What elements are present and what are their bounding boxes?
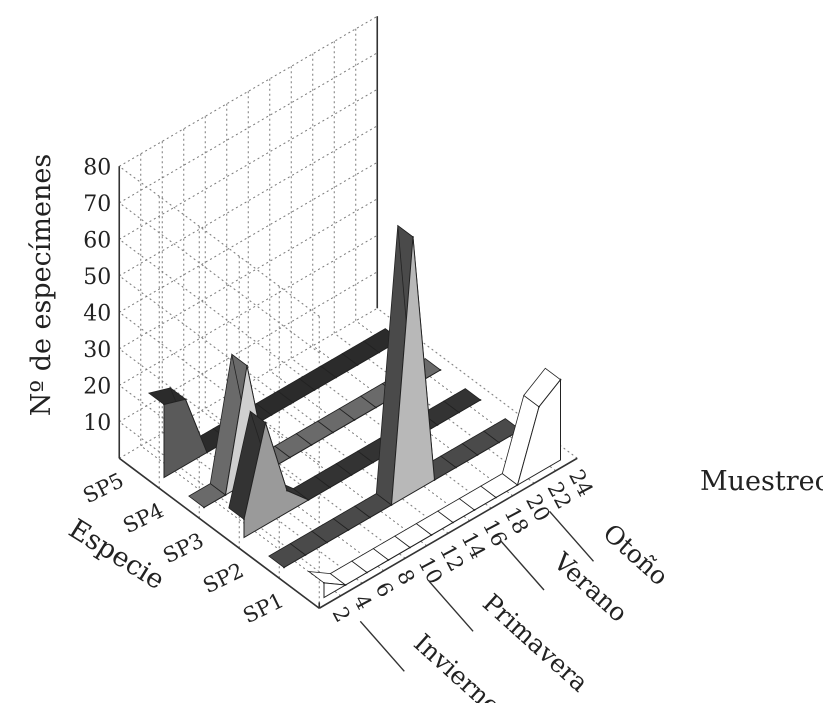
- z-tick-label: 30: [83, 338, 111, 363]
- data-point: [378, 351, 380, 354]
- data-point: [326, 541, 328, 544]
- series-front-face: [243, 399, 481, 539]
- data-point: [433, 479, 436, 481]
- data-point: [243, 518, 245, 521]
- data-point: [353, 419, 356, 421]
- data-point: [366, 571, 368, 574]
- data-point: [335, 376, 337, 379]
- z-tick-label: 60: [83, 228, 111, 253]
- data-point: [163, 403, 165, 406]
- season-divider: [428, 580, 474, 632]
- series-layer: [147, 224, 562, 599]
- species-tick-label: SP3: [159, 528, 207, 568]
- data-point: [206, 451, 208, 454]
- data-point: [323, 582, 325, 584]
- data-point: [369, 516, 371, 519]
- data-point: [350, 474, 353, 476]
- data-point: [310, 444, 313, 446]
- x-axis-title: Muestreo: [700, 466, 823, 497]
- data-point: [473, 509, 476, 511]
- data-point: [538, 405, 540, 408]
- series-front-face: [163, 339, 401, 479]
- data-point: [184, 398, 187, 401]
- data-point: [412, 236, 414, 238]
- data-point: [203, 506, 205, 509]
- data-point: [439, 369, 442, 371]
- data-point: [292, 401, 294, 404]
- z-tick-label: 70: [83, 192, 111, 217]
- data-point: [559, 378, 562, 381]
- data-point: [246, 364, 248, 367]
- data-point: [436, 424, 439, 426]
- season-divider: [499, 539, 545, 591]
- data-point: [283, 566, 285, 569]
- data-point: [347, 529, 350, 531]
- z-axis-title: Nº de especímenes: [26, 154, 57, 416]
- z-tick-label: 10: [83, 411, 111, 436]
- data-point: [224, 494, 227, 496]
- floor-line: [140, 445, 342, 597]
- grid-line: [118, 88, 378, 390]
- data-point: [313, 389, 316, 391]
- data-point: [289, 456, 291, 459]
- season-label: Primavera: [477, 588, 594, 697]
- species-tick-label: SP2: [199, 558, 247, 598]
- data-point: [495, 496, 497, 499]
- season-divider: [359, 620, 405, 672]
- frame-layer: [118, 16, 578, 609]
- frame-edge: [118, 457, 320, 609]
- data-point: [479, 399, 482, 401]
- data-point: [356, 364, 359, 366]
- data-point: [286, 489, 288, 492]
- data-point: [307, 499, 310, 501]
- season-label: Otoño: [597, 518, 673, 591]
- data-point: [387, 559, 390, 561]
- species-tick-label: SP4: [119, 498, 167, 538]
- series-sp1: [307, 367, 562, 599]
- data-point: [270, 414, 273, 416]
- data-point: [498, 441, 500, 444]
- series-sp2: [268, 224, 522, 569]
- z-tick-label: 80: [83, 155, 111, 180]
- z-tick-label: 20: [83, 374, 111, 399]
- data-point: [372, 461, 374, 464]
- species-tick-label: SP5: [79, 468, 127, 508]
- data-point: [458, 411, 460, 414]
- data-point: [264, 421, 267, 424]
- species-tick-label: SP1: [239, 588, 287, 628]
- data-point: [430, 534, 433, 536]
- season-label: Invierno: [408, 628, 506, 703]
- data-point: [344, 584, 347, 586]
- data-point: [329, 486, 331, 489]
- season-divider: [548, 510, 595, 562]
- data-point: [304, 554, 307, 556]
- data-point: [452, 521, 454, 524]
- data-point: [516, 484, 519, 486]
- data-point: [455, 466, 457, 469]
- frame-edge: [318, 457, 578, 609]
- z-tick-label: 50: [83, 265, 111, 290]
- sample-tick-label: 2: [328, 603, 355, 626]
- data-point: [409, 546, 411, 549]
- data-point: [332, 431, 334, 434]
- z-tick-label: 40: [83, 301, 111, 326]
- data-point: [390, 504, 393, 506]
- data-point: [476, 454, 479, 456]
- data-point: [375, 406, 377, 409]
